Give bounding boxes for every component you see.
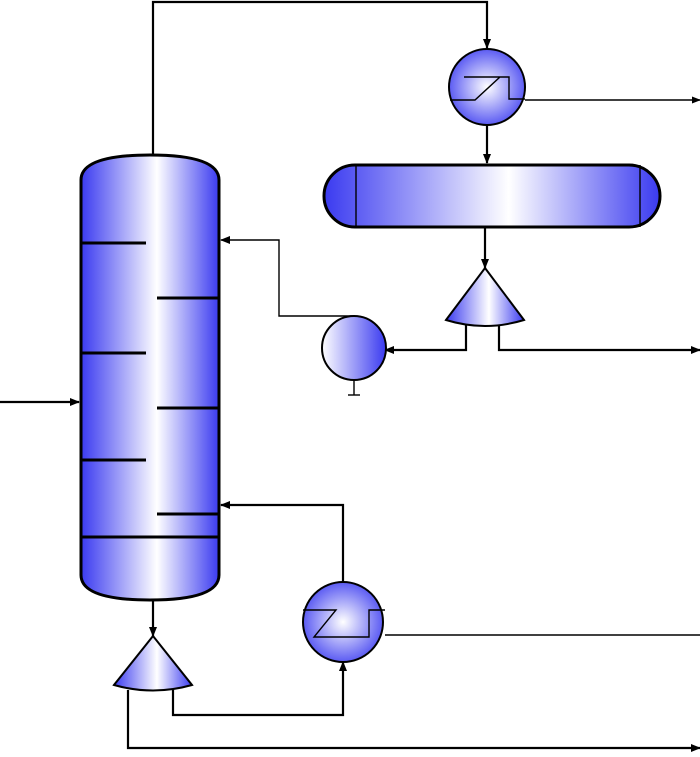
reboiler <box>302 581 385 663</box>
distillate-stream <box>497 320 700 354</box>
reflux-pump <box>321 315 387 396</box>
boilup-stream <box>220 501 345 583</box>
bottoms-product-stream <box>126 690 700 752</box>
heat-exchanger-icon <box>450 76 525 101</box>
reboiler-feed-stream <box>171 661 347 717</box>
bottoms-splitter <box>112 634 194 692</box>
overhead-condenser <box>448 48 526 126</box>
overhead-vapor-stream <box>151 0 491 155</box>
reflux-drum <box>322 163 662 229</box>
pump-suction-stream <box>384 320 468 354</box>
heat-exchanger-icon <box>303 609 385 638</box>
distillation-column <box>79 153 221 602</box>
reflux-splitter <box>444 266 526 327</box>
